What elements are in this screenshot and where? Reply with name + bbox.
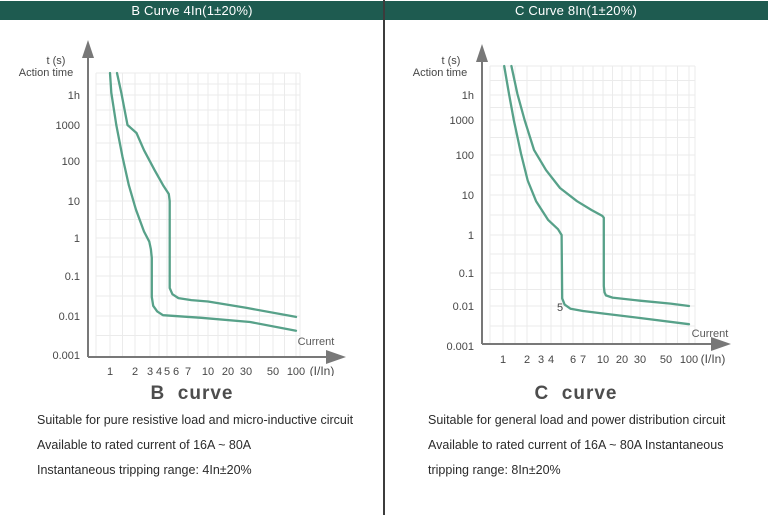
svg-text:20: 20 bbox=[222, 366, 234, 376]
svg-text:10: 10 bbox=[597, 354, 609, 366]
svg-text:Current: Current bbox=[298, 336, 335, 348]
lower-tripping-boundary bbox=[108, 71, 298, 332]
svg-text:(I/In): (I/In) bbox=[310, 364, 335, 376]
b-curve-title: B curve bbox=[150, 383, 234, 404]
svg-text:0.1: 0.1 bbox=[459, 268, 474, 280]
svg-text:100: 100 bbox=[62, 156, 80, 168]
b-curve-panel: B Curve 4In(1±20%) 1 2 3 4 5 6 7 10 20 30 50 100 1h 1… bbox=[0, 1, 384, 483]
svg-text:0.1: 0.1 bbox=[65, 271, 80, 283]
lower-tripping-boundary bbox=[503, 64, 691, 326]
svg-text:0.01: 0.01 bbox=[453, 301, 474, 313]
vertical-divider bbox=[383, 0, 385, 515]
c-curve-chart: 1 2 3 4 6 7 10 20 30 50 100 1h 1000 100 10 1 0.1 0.01 0.00… bbox=[413, 44, 731, 366]
c-curve-header-label: C Curve 8In(1±20%) bbox=[514, 3, 637, 18]
svg-text:5: 5 bbox=[164, 366, 170, 376]
c-curve-header-bar: C Curve 8In(1±20%) bbox=[384, 1, 768, 20]
svg-text:5: 5 bbox=[557, 302, 563, 314]
svg-text:1000: 1000 bbox=[450, 115, 474, 127]
svg-text:t (s): t (s) bbox=[47, 55, 66, 67]
svg-text:0.01: 0.01 bbox=[59, 311, 80, 323]
svg-text:7: 7 bbox=[580, 354, 586, 366]
svg-text:1h: 1h bbox=[68, 90, 80, 102]
svg-text:6: 6 bbox=[570, 354, 576, 366]
svg-text:1: 1 bbox=[468, 230, 474, 242]
svg-text:1: 1 bbox=[500, 354, 506, 366]
description-line: Suitable for general load and power dist… bbox=[428, 413, 726, 427]
description-line: Available to rated current of 16A ~ 80A bbox=[37, 438, 252, 452]
b-curve-header-bar: B Curve 4In(1±20%) bbox=[0, 1, 384, 20]
c-curve-panel: C Curve 8In(1±20%) 1 2 3 4 6 7 10 20 30 50 100 1h 10… bbox=[384, 0, 768, 518]
description-line: Available to rated current of 16A ~ 80A … bbox=[428, 438, 724, 452]
b-curve-header-label: B Curve 4In(1±20%) bbox=[131, 3, 253, 18]
c-curve-description: Suitable for general load and power dist… bbox=[384, 408, 768, 483]
svg-text:1000: 1000 bbox=[56, 120, 80, 132]
svg-text:2: 2 bbox=[524, 354, 530, 366]
svg-text:100: 100 bbox=[680, 354, 698, 366]
svg-text:10: 10 bbox=[462, 190, 474, 202]
description-line: tripping range: 8In±20% bbox=[428, 463, 561, 477]
svg-text:0.001: 0.001 bbox=[446, 341, 474, 353]
svg-text:10: 10 bbox=[68, 196, 80, 208]
description-line: Instantaneous tripping range: 4In±20% bbox=[37, 463, 252, 477]
svg-text:30: 30 bbox=[240, 366, 252, 376]
svg-text:Current: Current bbox=[692, 328, 729, 340]
svg-text:10: 10 bbox=[202, 366, 214, 376]
svg-text:1h: 1h bbox=[462, 90, 474, 102]
upper-tripping-boundary bbox=[115, 71, 298, 319]
svg-text:20: 20 bbox=[616, 354, 628, 366]
description-line: Suitable for pure resistive load and mic… bbox=[37, 413, 354, 427]
svg-text:50: 50 bbox=[660, 354, 672, 366]
b-curve-description: Suitable for pure resistive load and mic… bbox=[0, 408, 384, 483]
svg-text:1: 1 bbox=[107, 366, 113, 376]
svg-text:4: 4 bbox=[156, 366, 162, 376]
svg-text:2: 2 bbox=[132, 366, 138, 376]
svg-text:(I/In): (I/In) bbox=[701, 352, 726, 366]
svg-text:1: 1 bbox=[74, 233, 80, 245]
svg-text:100: 100 bbox=[456, 150, 474, 162]
b-curve-chart: 1 2 3 4 5 6 7 10 20 30 50 100 1h 1000 100 10 1 0.1 0.01 0.0… bbox=[19, 40, 346, 376]
svg-text:4: 4 bbox=[548, 354, 554, 366]
upper-tripping-boundary bbox=[510, 64, 691, 308]
c-curve-title: C curve bbox=[534, 383, 618, 404]
svg-text:50: 50 bbox=[267, 366, 279, 376]
svg-text:30: 30 bbox=[634, 354, 646, 366]
svg-text:6: 6 bbox=[173, 366, 179, 376]
svg-text:100: 100 bbox=[287, 366, 305, 376]
svg-text:7: 7 bbox=[185, 366, 191, 376]
svg-text:t (s): t (s) bbox=[442, 55, 461, 67]
svg-text:0.001: 0.001 bbox=[52, 350, 80, 362]
svg-text:Action time: Action time bbox=[413, 67, 467, 79]
svg-text:Action time: Action time bbox=[19, 67, 73, 79]
svg-text:3: 3 bbox=[538, 354, 544, 366]
svg-text:3: 3 bbox=[147, 366, 153, 376]
